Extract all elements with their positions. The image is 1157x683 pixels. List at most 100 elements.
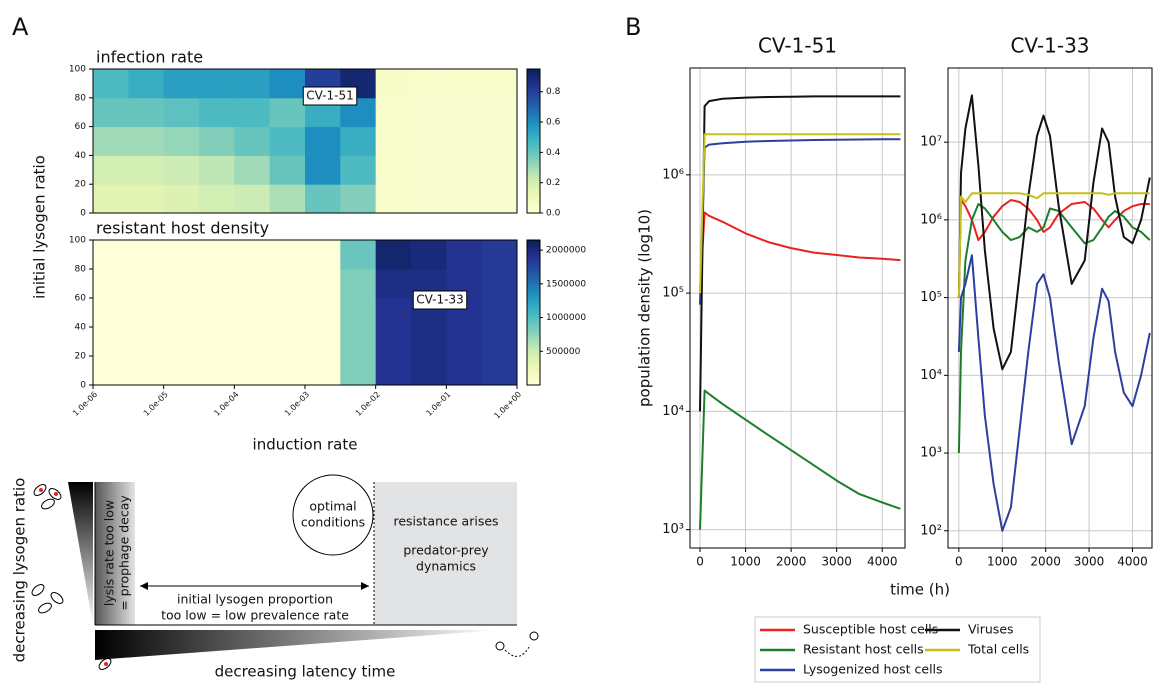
heat-cell bbox=[305, 269, 341, 299]
heat-cell bbox=[234, 184, 271, 214]
heat-cell bbox=[375, 327, 412, 357]
heat-cell bbox=[305, 356, 341, 386]
annotation: CV-1-51 bbox=[306, 89, 353, 103]
x-axis-label: time (h) bbox=[890, 581, 950, 599]
heat-cell bbox=[375, 69, 412, 99]
heat-cell bbox=[481, 184, 518, 214]
y-tick-label: 0 bbox=[80, 209, 86, 219]
x-tick-label: 1.0e+00 bbox=[492, 390, 523, 421]
heat-cell bbox=[481, 240, 518, 270]
heat-cell bbox=[93, 97, 129, 128]
heat-cell bbox=[269, 155, 306, 185]
heat-cell bbox=[410, 184, 447, 214]
plot-frame bbox=[947, 67, 1153, 549]
heat-cell bbox=[340, 269, 377, 299]
heat-cell bbox=[305, 184, 341, 214]
heat-cell bbox=[410, 69, 447, 99]
heat-cell bbox=[340, 240, 377, 270]
heat-cell bbox=[128, 298, 165, 328]
heat-cell bbox=[198, 155, 235, 185]
y-tick-label: 10² bbox=[920, 523, 942, 538]
heat-cell bbox=[481, 69, 518, 99]
heat-cell bbox=[375, 184, 412, 214]
heat-cell bbox=[410, 327, 447, 357]
heat-cell bbox=[269, 240, 306, 270]
heat-cell bbox=[234, 356, 271, 386]
heat-cell bbox=[410, 240, 447, 270]
y-tick-label: 10³ bbox=[662, 522, 684, 537]
heat-cell bbox=[234, 97, 271, 128]
legend-box bbox=[754, 616, 1041, 683]
heatmap-title: infection rate bbox=[96, 48, 203, 67]
x-tick-label: 0 bbox=[696, 555, 704, 569]
heat-cell bbox=[305, 240, 341, 270]
heat-cell bbox=[481, 298, 518, 328]
heat-cell bbox=[163, 327, 200, 357]
heat-cell bbox=[93, 327, 129, 357]
heat-cell bbox=[305, 155, 341, 185]
colorbar-tick-label: 500000 bbox=[546, 347, 581, 357]
heat-cell bbox=[234, 155, 271, 185]
y-tick-label: 0 bbox=[80, 381, 86, 391]
x-tick-label: 1.0e-04 bbox=[212, 390, 240, 418]
heat-cell bbox=[163, 269, 200, 299]
gradient-triangle bbox=[68, 482, 93, 625]
x-tick-label: 4000 bbox=[867, 555, 898, 569]
colorbar-tick-label: 0.0 bbox=[546, 209, 561, 219]
heat-cell bbox=[93, 69, 129, 99]
heatmap-title: resistant host density bbox=[96, 219, 269, 238]
y-tick-label: 10³ bbox=[920, 446, 942, 461]
heat-cell bbox=[375, 356, 412, 386]
heat-cell bbox=[410, 97, 447, 128]
schematic-text: lysis rate too low bbox=[102, 500, 117, 606]
heat-cell bbox=[305, 298, 341, 328]
y-tick-label: 10⁵ bbox=[662, 286, 684, 301]
heat-cell bbox=[446, 327, 483, 357]
heat-cell bbox=[269, 97, 306, 128]
heat-cell bbox=[198, 269, 235, 299]
heat-cell bbox=[198, 240, 235, 270]
series-line bbox=[699, 95, 901, 412]
right-region bbox=[374, 482, 517, 625]
colorbar bbox=[526, 239, 541, 386]
heat-cell bbox=[198, 298, 235, 328]
colorbar-tick-label: 0.6 bbox=[546, 118, 561, 128]
colorbar-tick-label: 1500000 bbox=[546, 279, 586, 289]
schematic-text: = prophage decay bbox=[117, 495, 132, 611]
x-tick-label: 1.0e-02 bbox=[354, 390, 382, 418]
y-tick-label: 100 bbox=[69, 236, 86, 246]
schematic-text: dynamics bbox=[416, 559, 476, 574]
colorbar-tick-label: 0.2 bbox=[546, 178, 560, 188]
x-tick-label: 2000 bbox=[1030, 555, 1061, 569]
heat-cell bbox=[340, 298, 377, 328]
schematic: lysis rate too low = prophage decay opti… bbox=[11, 474, 539, 681]
prophage-dot bbox=[39, 488, 43, 492]
heat-cell bbox=[163, 69, 200, 99]
heat-cell bbox=[446, 69, 483, 99]
heat-cell bbox=[481, 269, 518, 299]
y-tick-label: 60 bbox=[75, 122, 87, 132]
heat-cell bbox=[446, 126, 483, 156]
y-tick-label: 10⁴ bbox=[920, 368, 942, 383]
chart-title: CV-1-33 bbox=[1010, 34, 1089, 58]
series-line bbox=[957, 192, 1150, 298]
heat-cell bbox=[269, 184, 306, 214]
schematic-axis-label: decreasing latency time bbox=[215, 663, 396, 681]
heat-cell bbox=[128, 269, 165, 299]
y-axis-label: initial lysogen ratio bbox=[31, 155, 49, 299]
plot-background bbox=[690, 68, 905, 548]
heat-cell bbox=[375, 240, 412, 270]
heat-cell bbox=[128, 356, 165, 386]
x-tick-label: 1000 bbox=[987, 555, 1018, 569]
heat-cell bbox=[128, 69, 165, 99]
x-tick-label: 0 bbox=[955, 555, 963, 569]
heat-cell bbox=[128, 327, 165, 357]
heat-cell bbox=[234, 269, 271, 299]
heat-cell bbox=[93, 126, 129, 156]
heat-cell bbox=[128, 240, 165, 270]
legend-label: Resistant host cells bbox=[803, 642, 924, 657]
heat-cell bbox=[340, 327, 377, 357]
heat-cell bbox=[234, 298, 271, 328]
heat-cell bbox=[375, 126, 412, 156]
